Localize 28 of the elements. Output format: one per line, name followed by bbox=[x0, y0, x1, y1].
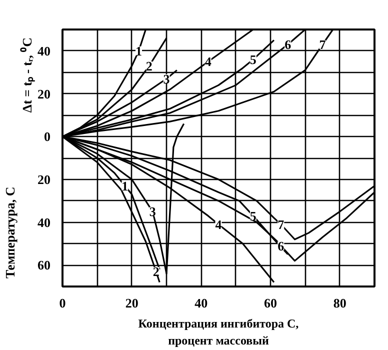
y-tick-label: 0 bbox=[44, 129, 50, 144]
y-tick-label: 40 bbox=[38, 214, 50, 230]
annotation: 2 bbox=[146, 58, 152, 74]
annotation: 4 bbox=[215, 216, 222, 232]
y-tick-label: 60 bbox=[38, 258, 50, 273]
annotation: 5 bbox=[250, 52, 257, 67]
y-tick-label: 20 bbox=[38, 172, 50, 187]
annotation: 6 bbox=[284, 36, 292, 52]
annotation: 1 bbox=[136, 43, 142, 58]
annotation: 1 bbox=[122, 178, 128, 194]
x-axis-title: Концентрация ингибитора С, процент массовый bbox=[138, 316, 299, 348]
y-tick-label: 20 bbox=[38, 86, 50, 102]
annotation: 7 bbox=[319, 36, 326, 52]
x-tick-label: 60 bbox=[264, 296, 277, 310]
y-axis-title: Δt = tₚ - tᵣ, ⁰C bbox=[20, 37, 36, 113]
x-tick-label: 20 bbox=[125, 296, 138, 310]
y-tick-label: 40 bbox=[38, 43, 50, 58]
annotation: 7 bbox=[278, 216, 285, 232]
x-tick-label: 80 bbox=[333, 296, 346, 310]
annotation: 2 bbox=[152, 264, 160, 280]
text: Температура, С bbox=[2, 186, 18, 278]
annotation: 6 bbox=[278, 238, 285, 254]
annotation: 5 bbox=[250, 208, 257, 224]
x-tick-label: 40 bbox=[194, 296, 208, 310]
annotation: 3 bbox=[163, 71, 170, 86]
annotation: 3 bbox=[149, 204, 156, 220]
annotation: 4 bbox=[204, 54, 212, 70]
x-tick-label: 0 bbox=[59, 296, 66, 310]
